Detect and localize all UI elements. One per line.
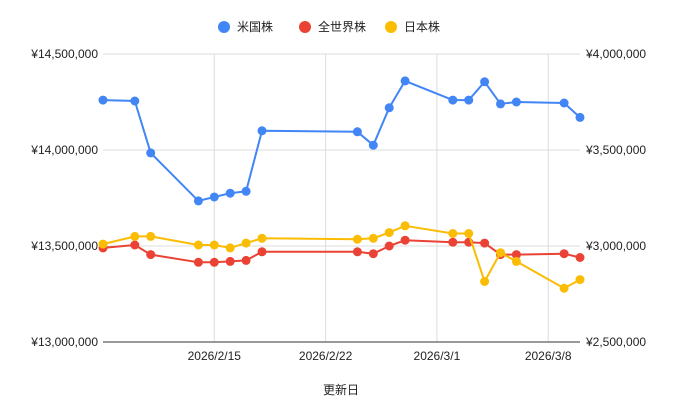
axes: ¥13,000,000 ¥13,500,000 ¥14,000,000 ¥14,500… [30,47,646,363]
y-left-tick-label: ¥14,000,000 [30,143,98,157]
data-point [464,95,474,105]
data-point [575,275,585,285]
data-point [257,247,267,257]
y-left-tick-label: ¥14,500,000 [30,47,98,61]
y-right-tick-label: ¥3,500,000 [585,143,646,157]
data-point [368,233,378,243]
series-line [102,224,581,290]
data-point [225,256,235,266]
data-point [448,237,458,247]
data-point [384,103,394,113]
gridlines [103,53,580,343]
data-point [559,283,569,293]
data-point [448,229,458,238]
y-left-tick-label: ¥13,000,000 [30,335,98,349]
data-point [98,95,108,105]
data-point [209,257,219,267]
data-point [257,233,267,243]
legend-label: 全世界株 [318,19,366,34]
data-point [480,277,490,286]
data-point [575,253,585,262]
data-point [193,240,203,250]
legend-item: 日本株 [385,19,440,34]
data-point [511,97,521,107]
data-point [559,98,569,108]
data-point [193,196,203,206]
legend-item: 全世界株 [299,19,366,34]
data-point [368,140,378,150]
data-point [368,249,378,259]
legend-label: 米国株 [237,19,273,34]
data-point [209,240,219,250]
data-point [384,241,394,251]
y-left-tick-label: ¥13,500,000 [30,239,98,253]
data-point [241,186,251,196]
data-point [575,112,585,122]
data-point [146,250,156,260]
data-point [480,77,490,87]
data-point [146,231,156,241]
legend-item: 米国株 [218,19,273,34]
data-point [464,229,474,238]
legend-swatch [385,21,397,33]
data-point [448,95,458,105]
x-tick-label: 2026/2/22 [299,349,353,363]
data-point [480,238,490,248]
data-point [257,126,267,136]
data-point [400,76,410,86]
data-point [98,239,108,249]
legend-swatch [218,21,230,33]
data-point [193,257,203,267]
data-point [496,99,505,109]
legend-label: 日本株 [404,19,440,34]
data-point [352,234,362,244]
series-layer [98,76,585,293]
x-tick-label: 2026/3/8 [525,349,572,363]
data-point [209,192,219,202]
data-point [241,238,251,248]
x-axis-title: 更新日 [323,382,359,397]
x-tick-label: 2026/2/15 [188,349,242,363]
series-line [102,239,581,264]
data-point [130,96,140,106]
series-日本株 [98,221,585,293]
data-point [146,148,156,158]
data-point [400,235,410,245]
data-point [511,256,521,266]
data-point [352,247,362,257]
data-point [352,127,362,137]
series-line [102,79,581,202]
legend-swatch [299,21,311,33]
x-tick-label: 2026/3/1 [414,349,461,363]
data-point [511,250,521,260]
data-point [384,228,394,238]
data-point [130,231,140,241]
data-point [496,248,505,258]
data-point [400,221,410,231]
data-point [559,249,569,259]
data-point [130,240,140,250]
data-point [241,255,251,265]
y-right-tick-label: ¥3,000,000 [585,239,646,253]
legend: 米国株 全世界株 日本株 [218,19,440,34]
series-米国株 [98,76,585,206]
y-right-tick-label: ¥2,500,000 [585,335,646,349]
y-right-tick-label: ¥4,000,000 [585,47,646,61]
data-point [225,243,235,253]
data-point [225,188,235,198]
